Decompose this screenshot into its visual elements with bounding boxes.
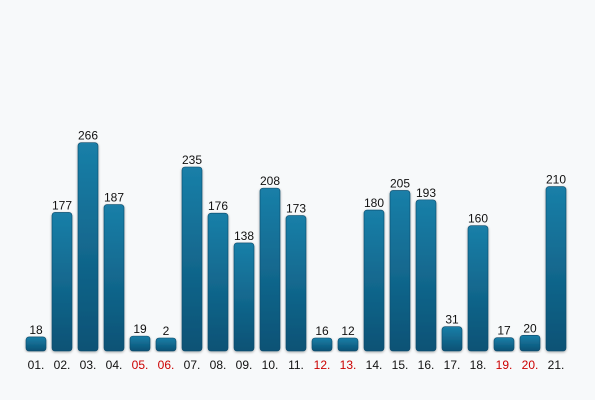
bar-10 bbox=[259, 187, 281, 352]
bar-06 bbox=[155, 337, 177, 352]
bar-03 bbox=[77, 142, 99, 352]
bar-05 bbox=[129, 335, 151, 352]
bars-group bbox=[25, 142, 567, 352]
bar-value-label: 177 bbox=[52, 198, 72, 212]
bar-13 bbox=[337, 337, 359, 352]
bar-value-label: 18 bbox=[29, 323, 43, 337]
bar-16 bbox=[415, 199, 437, 352]
bar-15 bbox=[389, 190, 411, 352]
value-labels-group: 18 177 266 187 19 2 235 176 138 208 173 16 12 180 205 1… bbox=[29, 129, 566, 338]
x-tick-label: 19. bbox=[496, 358, 513, 372]
x-tick-label: 17. bbox=[444, 358, 461, 372]
x-tick-label: 02. bbox=[54, 358, 71, 372]
bar-value-label: 2 bbox=[163, 324, 170, 338]
x-tick-label: 15. bbox=[392, 358, 409, 372]
bar-02 bbox=[51, 212, 73, 352]
bar-value-label: 138 bbox=[234, 229, 254, 243]
bar-07 bbox=[181, 166, 203, 352]
x-tick-label: 05. bbox=[132, 358, 149, 372]
bar-18 bbox=[467, 225, 489, 352]
x-tick-label: 01. bbox=[28, 358, 45, 372]
bar-04 bbox=[103, 204, 125, 352]
bar-value-label: 16 bbox=[315, 324, 329, 338]
bar-value-label: 176 bbox=[208, 199, 228, 213]
x-tick-label: 21. bbox=[548, 358, 565, 372]
bar-17 bbox=[441, 326, 463, 352]
bar-value-label: 205 bbox=[390, 176, 410, 190]
x-tick-label: 12. bbox=[314, 358, 331, 372]
bar-value-label: 210 bbox=[546, 173, 566, 187]
bar-19 bbox=[493, 337, 515, 352]
bar-value-label: 20 bbox=[523, 321, 537, 335]
bar-21 bbox=[545, 186, 567, 352]
bar-value-label: 208 bbox=[260, 174, 280, 188]
bar-08 bbox=[207, 212, 229, 352]
x-tick-label: 08. bbox=[210, 358, 227, 372]
bar-11 bbox=[285, 215, 307, 352]
bar-value-label: 12 bbox=[341, 324, 355, 338]
bar-20 bbox=[519, 335, 541, 352]
x-tick-label: 18. bbox=[470, 358, 487, 372]
bar-value-label: 160 bbox=[468, 212, 488, 226]
bar-01 bbox=[25, 336, 47, 352]
bar-value-label: 19 bbox=[133, 322, 147, 336]
x-tick-label: 16. bbox=[418, 358, 435, 372]
bar-value-label: 235 bbox=[182, 153, 202, 167]
bar-value-label: 180 bbox=[364, 196, 384, 210]
bar-09 bbox=[233, 242, 255, 352]
bar-value-label: 173 bbox=[286, 202, 306, 216]
x-axis-tick-labels: 01. 02. 03. 04. 05. 06. 07. 08. 09. 10. 11. 12. 13. 1… bbox=[28, 358, 565, 372]
x-tick-label: 04. bbox=[106, 358, 123, 372]
x-tick-label: 14. bbox=[366, 358, 383, 372]
x-tick-label: 07. bbox=[184, 358, 201, 372]
x-tick-label: 11. bbox=[288, 358, 304, 372]
x-tick-label: 03. bbox=[80, 358, 97, 372]
x-tick-label: 13. bbox=[340, 358, 357, 372]
bar-value-label: 193 bbox=[416, 186, 436, 200]
x-tick-label: 06. bbox=[158, 358, 175, 372]
bar-value-label: 266 bbox=[78, 129, 98, 143]
x-tick-label: 20. bbox=[522, 358, 539, 372]
x-tick-label: 10. bbox=[262, 358, 279, 372]
bar-value-label: 187 bbox=[104, 191, 124, 205]
bar-14 bbox=[363, 209, 385, 352]
bar-value-label: 17 bbox=[497, 324, 511, 338]
bar-12 bbox=[311, 337, 333, 352]
bar-value-label: 31 bbox=[445, 313, 459, 327]
x-tick-label: 09. bbox=[236, 358, 253, 372]
